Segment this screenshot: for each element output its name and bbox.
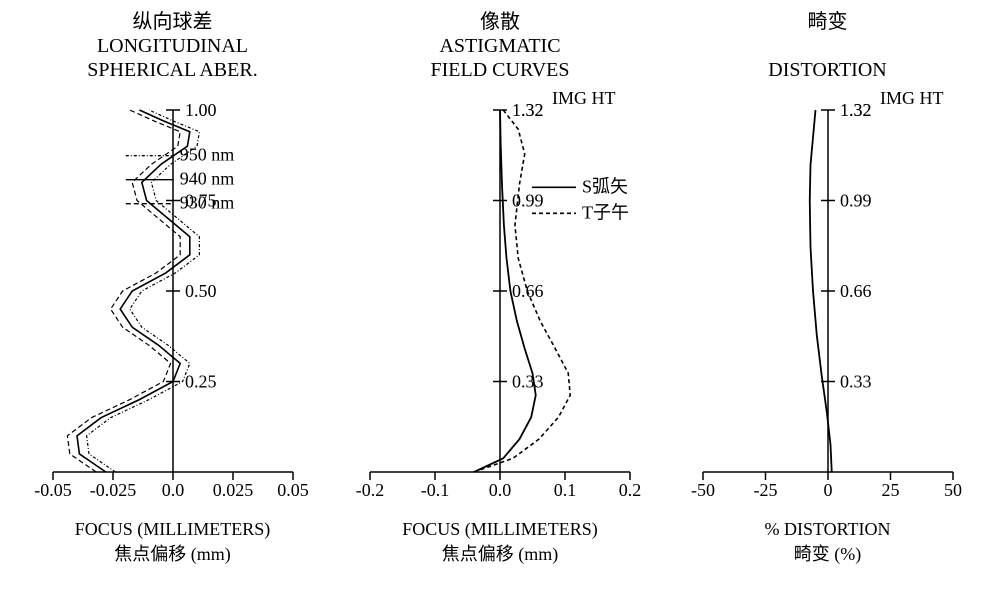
svg-text:0.0: 0.0	[161, 480, 184, 500]
svg-text:-0.025: -0.025	[89, 480, 136, 500]
svg-text:0.33: 0.33	[512, 372, 544, 392]
panel2-xlabel-cn: 焦点偏移 (mm)	[442, 540, 559, 566]
panel-astigmatic: 像散 ASTIGMATIC FIELD CURVES -0.2 -0.1 0.0 0.…	[335, 10, 665, 584]
panel1-xlabel-en: FOCUS (MILLIMETERS)	[75, 519, 271, 540]
svg-text:0.025: 0.025	[212, 480, 253, 500]
svg-text:0.25: 0.25	[185, 372, 217, 392]
svg-text:940 nm: 940 nm	[179, 169, 234, 189]
panel1-chart: -0.05-0.0250.00.0250.050.250.500.751.009…	[18, 82, 328, 517]
svg-text:-25: -25	[753, 480, 777, 500]
svg-text:0.99: 0.99	[512, 191, 544, 211]
panel1-title-en1: LONGITUDINAL	[97, 34, 248, 58]
svg-text:0.33: 0.33	[840, 372, 872, 392]
panel1-title-en2: SPHERICAL ABER.	[87, 58, 257, 82]
panel3-xlabel-en: % DISTORTION	[764, 519, 890, 540]
panel3-chart: -50-25025500.330.660.991.32IMG HT1.32	[668, 82, 988, 517]
svg-text:S弧矢: S弧矢	[582, 176, 628, 196]
panels-row: 纵向球差 LONGITUDINAL SPHERICAL ABER. -0.05-…	[10, 10, 990, 584]
svg-text:-0.2: -0.2	[356, 480, 385, 500]
svg-text:0.99: 0.99	[840, 191, 872, 211]
panel2-title-en1: ASTIGMATIC	[439, 34, 560, 58]
svg-text:IMG HT: IMG HT	[552, 88, 616, 108]
svg-text:950 nm: 950 nm	[179, 145, 234, 165]
svg-text:1.00: 1.00	[185, 100, 217, 120]
svg-text:0.2: 0.2	[619, 480, 642, 500]
svg-text:50: 50	[944, 480, 962, 500]
svg-text:0.1: 0.1	[554, 480, 577, 500]
svg-text:T子午: T子午	[582, 202, 629, 222]
panel1-xlabel-cn: 焦点偏移 (mm)	[114, 540, 231, 566]
panel3-xlabel-cn: 畸变 (%)	[794, 540, 861, 566]
svg-text:0.0: 0.0	[489, 480, 512, 500]
panel3-title-cn: 畸变	[808, 10, 848, 34]
svg-text:-50: -50	[691, 480, 715, 500]
panel3-title-en1: DISTORTION	[768, 58, 886, 82]
svg-text:-0.1: -0.1	[421, 480, 450, 500]
panel2-title-cn: 像散	[480, 10, 520, 34]
panel2-title-en2: FIELD CURVES	[431, 58, 570, 82]
svg-text:0.05: 0.05	[277, 480, 309, 500]
panel2-xlabel-en: FOCUS (MILLIMETERS)	[402, 519, 598, 540]
svg-text:0.50: 0.50	[185, 281, 217, 301]
svg-text:0.66: 0.66	[840, 281, 872, 301]
panel1-title-cn: 纵向球差	[133, 10, 213, 34]
svg-text:0: 0	[823, 480, 832, 500]
svg-text:930 nm: 930 nm	[179, 193, 234, 213]
svg-text:1.32: 1.32	[512, 100, 544, 120]
svg-text:-0.05: -0.05	[34, 480, 72, 500]
svg-text:25: 25	[881, 480, 899, 500]
svg-text:IMG HT: IMG HT	[880, 88, 944, 108]
panel-distortion: 畸变 DISTORTION -50 -25 0 25 50 0.33 0.66 0.99 1.3…	[665, 10, 990, 584]
panel-spherical: 纵向球差 LONGITUDINAL SPHERICAL ABER. -0.05-…	[10, 10, 335, 584]
panel2-chart: -0.2-0.10.00.10.20.330.660.991.32IMG HT1…	[335, 82, 665, 517]
svg-text:1.32: 1.32	[840, 100, 872, 120]
